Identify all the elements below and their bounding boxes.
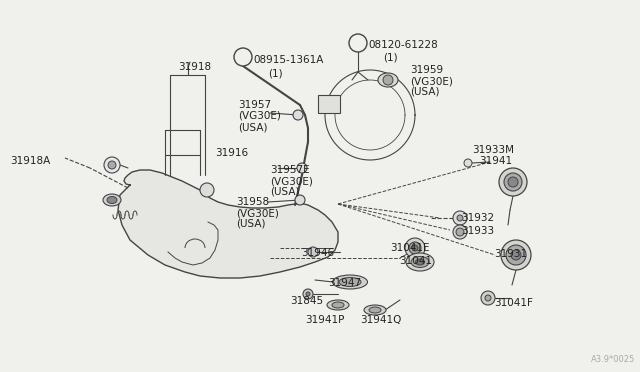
Text: 31957E: 31957E	[270, 165, 310, 175]
Text: (VG30E): (VG30E)	[236, 208, 279, 218]
Text: (USA): (USA)	[410, 87, 440, 97]
Polygon shape	[118, 170, 338, 278]
Ellipse shape	[332, 302, 344, 308]
Text: 31959: 31959	[410, 65, 443, 75]
Circle shape	[308, 247, 318, 257]
Circle shape	[234, 48, 252, 66]
Circle shape	[457, 215, 463, 221]
Ellipse shape	[369, 307, 381, 313]
Text: 31946: 31946	[301, 248, 334, 258]
Circle shape	[349, 34, 367, 52]
Circle shape	[453, 211, 467, 225]
Circle shape	[293, 110, 303, 120]
Ellipse shape	[504, 173, 522, 191]
Text: (VG30E): (VG30E)	[410, 76, 453, 86]
Circle shape	[303, 289, 313, 299]
Circle shape	[306, 292, 310, 296]
Text: B: B	[355, 38, 361, 48]
Text: (USA): (USA)	[236, 219, 266, 229]
Ellipse shape	[508, 177, 518, 187]
Circle shape	[481, 291, 495, 305]
Ellipse shape	[415, 259, 424, 265]
Text: A3.9*0025: A3.9*0025	[591, 355, 635, 364]
Text: 31941: 31941	[479, 156, 512, 166]
Text: (1): (1)	[268, 68, 283, 78]
Ellipse shape	[364, 305, 386, 315]
Ellipse shape	[501, 240, 531, 270]
Text: 31041F: 31041F	[494, 298, 533, 308]
Text: 31041E: 31041E	[390, 243, 429, 253]
Text: (USA): (USA)	[238, 122, 268, 132]
Ellipse shape	[333, 275, 367, 289]
Text: 31918A: 31918A	[10, 156, 50, 166]
Text: 31947: 31947	[328, 278, 361, 288]
Circle shape	[200, 183, 214, 197]
Text: 08120-61228: 08120-61228	[368, 40, 438, 50]
Circle shape	[297, 163, 307, 173]
Text: 31931: 31931	[494, 249, 527, 259]
Text: 31941P: 31941P	[305, 315, 344, 325]
Ellipse shape	[409, 242, 421, 254]
Text: 31918: 31918	[179, 62, 212, 72]
Text: 31941Q: 31941Q	[360, 315, 401, 325]
Ellipse shape	[406, 253, 434, 271]
Ellipse shape	[327, 300, 349, 310]
Text: (USA): (USA)	[270, 187, 300, 197]
Circle shape	[464, 159, 472, 167]
Ellipse shape	[405, 238, 425, 258]
Text: 31957: 31957	[238, 100, 271, 110]
Text: (VG30E): (VG30E)	[238, 111, 281, 121]
Text: 31933M: 31933M	[472, 145, 514, 155]
Circle shape	[104, 157, 120, 173]
Circle shape	[295, 195, 305, 205]
Ellipse shape	[412, 245, 418, 251]
Text: 31932: 31932	[461, 213, 494, 223]
Bar	[318, 95, 340, 113]
Text: (VG30E): (VG30E)	[270, 176, 313, 186]
Ellipse shape	[506, 245, 526, 265]
Text: 31041: 31041	[399, 256, 432, 266]
Text: 31958: 31958	[236, 197, 269, 207]
Ellipse shape	[499, 168, 527, 196]
Ellipse shape	[378, 73, 398, 87]
Circle shape	[108, 161, 116, 169]
Text: 31845: 31845	[290, 296, 323, 306]
Text: 08915-1361A: 08915-1361A	[253, 55, 323, 65]
Ellipse shape	[456, 228, 464, 236]
Circle shape	[383, 75, 393, 85]
Ellipse shape	[103, 194, 121, 206]
Circle shape	[485, 295, 491, 301]
Ellipse shape	[411, 257, 429, 267]
Text: 31916: 31916	[215, 148, 248, 158]
Ellipse shape	[339, 278, 361, 286]
Ellipse shape	[107, 196, 117, 203]
Text: (1): (1)	[383, 53, 397, 63]
Ellipse shape	[453, 225, 467, 239]
Ellipse shape	[511, 250, 521, 260]
Text: M: M	[239, 52, 246, 61]
Text: 31933: 31933	[461, 226, 494, 236]
